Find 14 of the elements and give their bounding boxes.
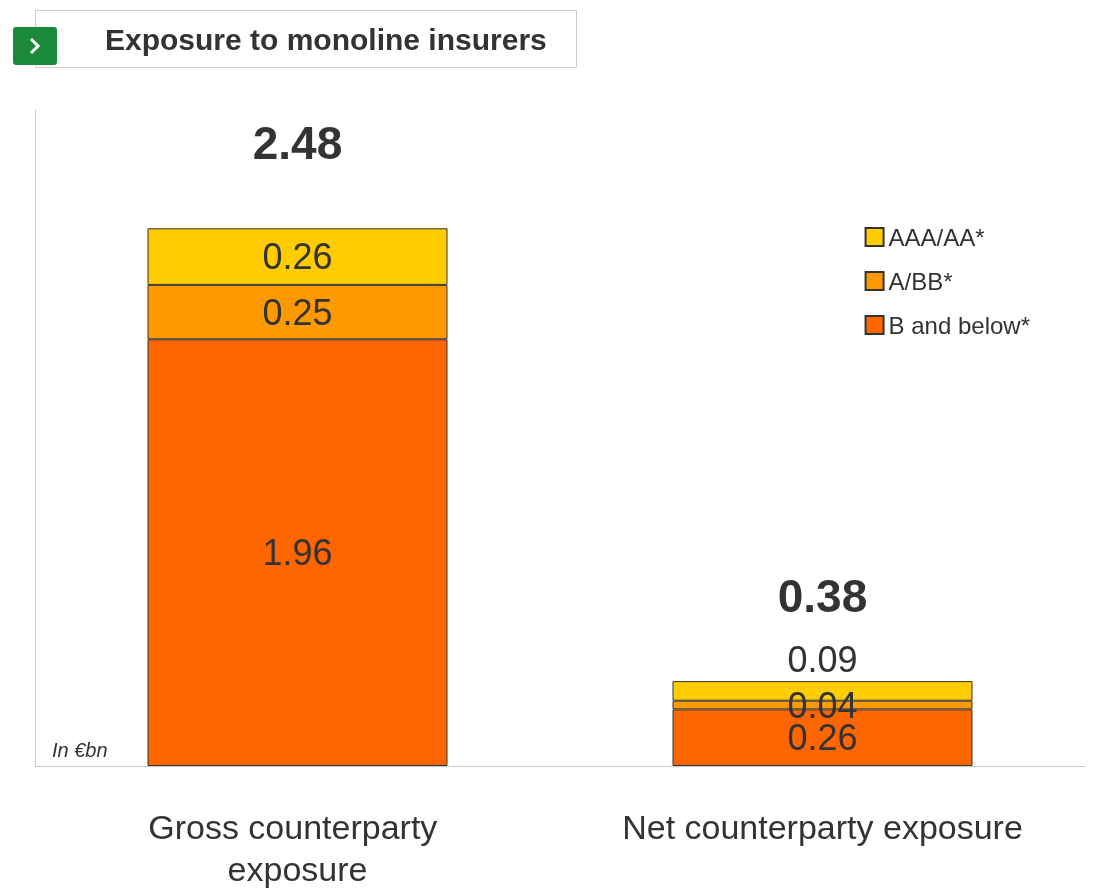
total-label: 0.38	[777, 570, 868, 623]
data-label: 0.25	[262, 291, 333, 333]
annotation: In €bn	[52, 739, 108, 761]
data-label: 0.26	[787, 717, 858, 759]
x-tick-label: Gross counterparty exposure	[148, 808, 447, 888]
legend-label: B and below*	[888, 311, 1030, 339]
data-label: 0.09	[787, 638, 858, 680]
legend-label: A/BB*	[888, 267, 953, 295]
total-label: 2.48	[252, 117, 343, 170]
data-label: 0.26	[262, 236, 333, 278]
legend-label: AAA/AA*	[888, 223, 985, 251]
x-tick-label: Net counterparty exposure	[622, 808, 1023, 846]
chart-title: Exposure to monoline insurers	[105, 22, 547, 56]
data-label: 1.96	[262, 532, 333, 574]
